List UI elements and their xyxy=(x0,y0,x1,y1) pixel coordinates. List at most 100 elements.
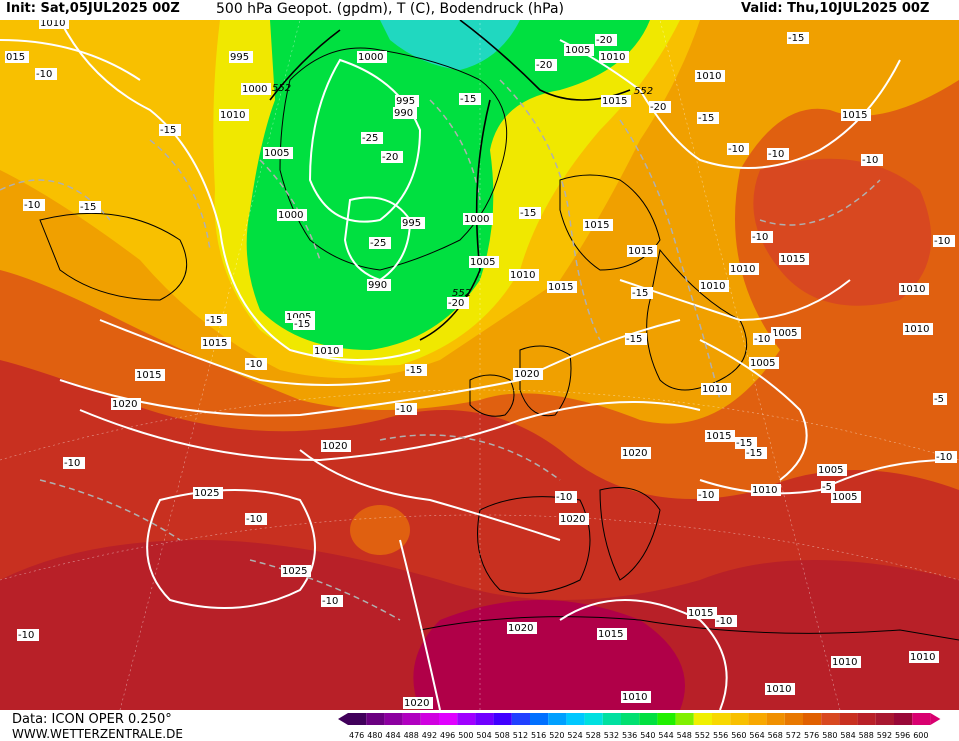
isotherm-labels: -10 -15 -15 -10 -15 -20 -15 -20 -20 -25 … xyxy=(17,32,957,641)
scale-tick-label: 556 xyxy=(713,731,728,740)
scale-swatch xyxy=(875,713,894,725)
svg-text:1010: 1010 xyxy=(510,270,535,281)
scale-swatch xyxy=(475,713,494,725)
isotherm-label: -15 xyxy=(79,201,101,213)
scale-swatch xyxy=(548,713,567,725)
svg-text:-15: -15 xyxy=(520,208,536,219)
svg-text:1005: 1005 xyxy=(772,328,797,339)
scale-tick-label: 528 xyxy=(586,731,601,740)
svg-text:-15: -15 xyxy=(736,438,752,449)
svg-text:1000: 1000 xyxy=(358,52,383,63)
scale-swatch xyxy=(693,713,712,725)
svg-text:-10: -10 xyxy=(716,616,732,627)
scale-swatch xyxy=(602,713,621,725)
svg-text:-10: -10 xyxy=(36,69,52,80)
isobar-label: 1000 xyxy=(357,51,387,63)
isobar-label: 990 xyxy=(367,279,391,291)
field-green xyxy=(246,20,650,350)
scale-tick-label: 584 xyxy=(840,731,855,740)
isobar-label: 1010 xyxy=(831,656,861,668)
field-spain-patch xyxy=(350,505,410,555)
isotherm-label: -20 xyxy=(595,34,617,46)
isotherm-label: -15 xyxy=(293,318,315,330)
svg-text:1010: 1010 xyxy=(702,384,727,395)
scale-tick-label: 600 xyxy=(913,731,928,740)
isotherm-label: -10 xyxy=(697,489,719,501)
scale-tick-label: 504 xyxy=(476,731,491,740)
svg-text:1015: 1015 xyxy=(136,370,161,381)
svg-text:-15: -15 xyxy=(460,94,476,105)
svg-text:1015: 1015 xyxy=(202,338,227,349)
isobar-label: 1020 xyxy=(513,368,543,380)
isobar-label: 1020 xyxy=(507,622,537,634)
svg-text:1010: 1010 xyxy=(832,657,857,668)
svg-text:1010: 1010 xyxy=(730,264,755,275)
scale-tick-label: 576 xyxy=(804,731,819,740)
scale-tick-label: 596 xyxy=(895,731,910,740)
isobar-label: 1010 xyxy=(909,651,939,663)
svg-text:1015: 1015 xyxy=(602,96,627,107)
svg-text:-10: -10 xyxy=(934,236,950,247)
isotherm-label: -20 xyxy=(381,151,403,163)
scale-tick-label: 588 xyxy=(859,731,874,740)
isobar-label: 1010 xyxy=(219,109,249,121)
svg-text:1015: 1015 xyxy=(548,282,573,293)
data-source: Data: ICON OPER 0.250° xyxy=(12,712,172,727)
scale-swatch xyxy=(675,713,694,725)
svg-text:-20: -20 xyxy=(536,60,552,71)
svg-text:1005: 1005 xyxy=(832,492,857,503)
isotherm-label: -20 xyxy=(649,101,671,113)
svg-text:-5: -5 xyxy=(822,482,832,493)
isotherm-label: -15 xyxy=(519,207,541,219)
isotherm-label: -10 xyxy=(245,358,267,370)
isobar-label: 1020 xyxy=(559,513,589,525)
isobar-label: 1010 xyxy=(509,269,539,281)
isobar-label: 1020 xyxy=(111,398,141,410)
svg-text:-10: -10 xyxy=(768,149,784,160)
field-dark-red-patch xyxy=(753,158,932,306)
scale-tick-label: 512 xyxy=(513,731,528,740)
svg-text:1015: 1015 xyxy=(584,220,609,231)
isotherm-label: -10 xyxy=(23,199,45,211)
scale-tick-label: 592 xyxy=(877,731,892,740)
isobar-label: 1015 xyxy=(135,369,165,381)
svg-text:990: 990 xyxy=(394,108,413,119)
svg-text:-20: -20 xyxy=(448,298,464,309)
svg-text:1015: 1015 xyxy=(688,608,713,619)
svg-text:1015: 1015 xyxy=(706,431,731,442)
scale-arrow-right xyxy=(930,713,941,725)
svg-text:1010: 1010 xyxy=(314,346,339,357)
svg-text:-10: -10 xyxy=(728,144,744,155)
svg-text:1010: 1010 xyxy=(904,324,929,335)
isobar-label: 1010 xyxy=(699,280,729,292)
scale-swatch xyxy=(657,713,676,725)
isobar-label: 1010 xyxy=(765,683,795,695)
scale-tick-label: 548 xyxy=(677,731,692,740)
svg-text:-5: -5 xyxy=(934,394,944,405)
svg-text:1015: 1015 xyxy=(842,110,867,121)
svg-text:-10: -10 xyxy=(698,490,714,501)
isotherm-label: -10 xyxy=(727,143,749,155)
isobar-label: 1015 xyxy=(687,607,717,619)
scale-tick-label: 564 xyxy=(749,731,764,740)
isotherm-label: -20 xyxy=(535,59,557,71)
scale-tick-label: 484 xyxy=(385,731,400,740)
scale-tick-label: 572 xyxy=(786,731,801,740)
isobar-label: 1015 xyxy=(601,95,631,107)
scale-swatch xyxy=(784,713,803,725)
isotherm-label: -10 xyxy=(321,595,343,607)
svg-text:-15: -15 xyxy=(626,334,642,345)
isobar-label: 1010 xyxy=(751,484,781,496)
scale-swatch xyxy=(639,713,658,725)
svg-text:1010: 1010 xyxy=(696,71,721,82)
scale-tick-label: 476 xyxy=(349,731,364,740)
height-552-label: 552 xyxy=(272,83,291,94)
scale-tick-label: 480 xyxy=(367,731,382,740)
svg-text:1020: 1020 xyxy=(514,369,539,380)
isobar-label: 1000 xyxy=(241,83,271,95)
scale-tick-label: 560 xyxy=(731,731,746,740)
isotherm-label: -10 xyxy=(35,68,57,80)
scale-tick-label: 500 xyxy=(458,731,473,740)
svg-text:-10: -10 xyxy=(322,596,338,607)
scale-swatch xyxy=(766,713,785,725)
